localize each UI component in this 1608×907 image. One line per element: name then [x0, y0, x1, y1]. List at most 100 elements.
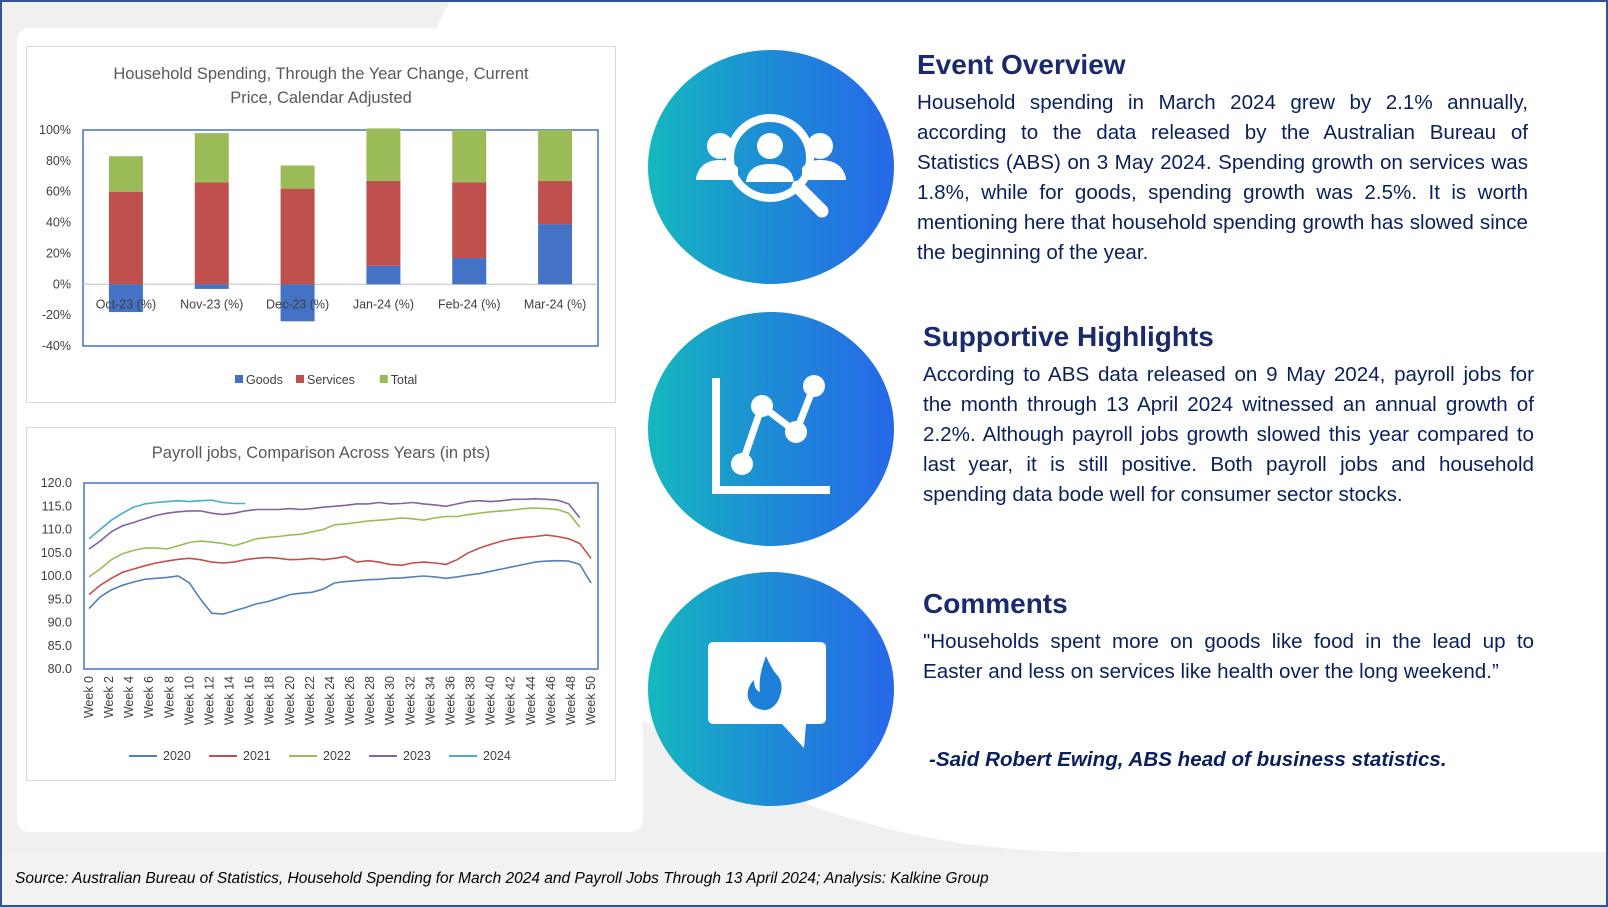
- spending-xtick-label: Feb-24 (%): [438, 297, 501, 311]
- spending-chart-title-line1: Household Spending, Through the Year Cha…: [113, 65, 529, 83]
- payroll-xtick-label: Week 44: [524, 676, 538, 725]
- spending-ytick-label: 100%: [39, 123, 71, 137]
- legend-swatch-goods: [235, 375, 243, 383]
- payroll-ytick-label: 100.0: [41, 569, 72, 583]
- payroll-xtick-label: Week 18: [263, 676, 277, 725]
- bar-goods-4: [452, 258, 487, 285]
- event-overview-title: Event Overview: [917, 49, 1126, 80]
- supportive-highlights-section: Supportive Highlights According to ABS d…: [923, 320, 1534, 510]
- background-panel: [1082, 2, 1606, 852]
- comments-quote: "Households spent more on goods like foo…: [923, 630, 1534, 683]
- payroll-ytick-label: 115.0: [42, 499, 72, 513]
- spending-xtick-label: Nov-23 (%): [180, 297, 243, 311]
- payroll-xtick-label: Week 0: [82, 676, 96, 718]
- spending-ytick-label: 80%: [46, 154, 71, 168]
- comments-section: Comments "Households spent more on goods…: [923, 587, 1534, 687]
- legend-label-services: Services: [307, 373, 355, 387]
- legend-label-2023: 2023: [403, 749, 431, 763]
- payroll-xtick-label: Week 6: [142, 676, 156, 718]
- payroll-plot-area: [83, 482, 599, 670]
- payroll-xtick-label: Week 16: [243, 676, 257, 725]
- series-line-2023: [88, 497, 581, 550]
- bar-goods-5: [538, 224, 573, 285]
- spending-chart-title-line2: Price, Calendar Adjusted: [230, 89, 412, 107]
- bar-total-0: [108, 156, 143, 192]
- spending-ytick-label: 20%: [46, 246, 71, 260]
- supportive-highlights-title: Supportive Highlights: [923, 321, 1214, 352]
- payroll-ytick-label: 105.0: [41, 546, 72, 560]
- event-overview-body: Household spending in March 2024 grew by…: [917, 91, 1528, 264]
- spending-ytick-label: 60%: [46, 185, 71, 199]
- bar-total-3: [366, 128, 401, 181]
- bar-total-4: [452, 130, 487, 183]
- bar-goods-2: [280, 284, 315, 322]
- legend-swatch-services: [296, 375, 304, 383]
- payroll-xtick-label: Week 28: [363, 676, 377, 725]
- spending-xtick-label: Dec-23 (%): [266, 297, 329, 311]
- payroll-xtick-label: Week 34: [423, 676, 437, 725]
- bar-services-3: [366, 180, 401, 266]
- bar-services-4: [452, 182, 487, 259]
- bar-total-5: [538, 130, 573, 181]
- payroll-ytick-label: 110.0: [42, 523, 72, 537]
- spending-xtick-label: Mar-24 (%): [524, 297, 587, 311]
- series-line-2024: [88, 499, 246, 540]
- bar-goods-1: [194, 284, 229, 289]
- supportive-highlights-body: According to ABS data released on 9 May …: [923, 363, 1534, 506]
- payroll-ytick-label: 85.0: [48, 639, 72, 653]
- payroll-xtick-label: Week 50: [584, 676, 598, 725]
- legend-label-2024: 2024: [483, 749, 511, 763]
- bar-total-1: [194, 133, 229, 183]
- spending-chart: Household Spending, Through the Year Cha…: [26, 46, 616, 403]
- search-people-icon: [696, 114, 846, 218]
- payroll-xtick-label: Week 12: [203, 676, 217, 725]
- spending-ytick-label: 0%: [53, 277, 71, 291]
- spending-xtick-label: Jan-24 (%): [353, 297, 414, 311]
- spending-ytick-label: -20%: [42, 308, 71, 322]
- payroll-xtick-label: Week 10: [182, 676, 196, 725]
- event-overview-section: Event Overview Household spending in Mar…: [917, 48, 1528, 268]
- footer-source: Source: Australian Bureau of Statistics,…: [15, 870, 989, 887]
- bar-services-1: [194, 182, 229, 285]
- payroll-xtick-label: Week 20: [283, 676, 297, 725]
- payroll-xtick-label: Week 14: [223, 676, 237, 725]
- payroll-xtick-label: Week 8: [162, 676, 176, 718]
- line-chart-icon: [712, 375, 830, 494]
- comments-attribution: -Said Robert Ewing, ABS head of business…: [929, 748, 1447, 771]
- spending-ytick-label: 40%: [46, 216, 71, 230]
- bar-total-2: [280, 165, 315, 189]
- legend-swatch-total: [379, 375, 388, 383]
- payroll-chart-svg: Payroll jobs, Comparison Across Years (i…: [41, 444, 599, 763]
- bar-services-5: [538, 180, 573, 225]
- legend-label-goods: Goods: [246, 373, 283, 387]
- payroll-ytick-label: 80.0: [48, 662, 72, 676]
- bar-services-2: [280, 188, 315, 285]
- payroll-ytick-label: 95.0: [48, 592, 72, 606]
- highlights-icon-circle: [648, 312, 894, 546]
- overview-icon-circle: [648, 50, 894, 284]
- payroll-xtick-label: Week 36: [443, 676, 457, 725]
- legend-label-2022: 2022: [323, 749, 351, 763]
- bar-services-0: [108, 191, 143, 285]
- chat-fire-icon: [708, 642, 826, 748]
- payroll-xtick-label: Week 30: [383, 676, 397, 725]
- payroll-xtick-label: Week 40: [484, 676, 498, 725]
- payroll-xtick-label: Week 4: [122, 676, 136, 718]
- payroll-xtick-label: Week 48: [564, 676, 578, 725]
- payroll-xtick-label: Week 22: [303, 676, 317, 725]
- payroll-xtick-label: Week 38: [464, 676, 478, 725]
- payroll-xtick-label: Week 32: [403, 676, 417, 725]
- payroll-ytick-label: 120.0: [41, 476, 72, 490]
- bar-goods-3: [366, 265, 401, 285]
- footer: Source: Australian Bureau of Statistics,…: [2, 852, 1606, 905]
- legend-label-total: Total: [391, 373, 417, 387]
- payroll-xtick-label: Week 24: [323, 676, 337, 725]
- payroll-chart: Payroll jobs, Comparison Across Years (i…: [26, 427, 616, 781]
- payroll-xtick-label: Week 42: [504, 676, 518, 725]
- comments-icon-circle: [648, 572, 894, 806]
- spending-ytick-label: -40%: [42, 339, 71, 353]
- spending-chart-svg: Household Spending, Through the Year Cha…: [39, 65, 599, 387]
- payroll-xtick-label: Week 2: [102, 676, 116, 718]
- comments-title: Comments: [923, 588, 1068, 619]
